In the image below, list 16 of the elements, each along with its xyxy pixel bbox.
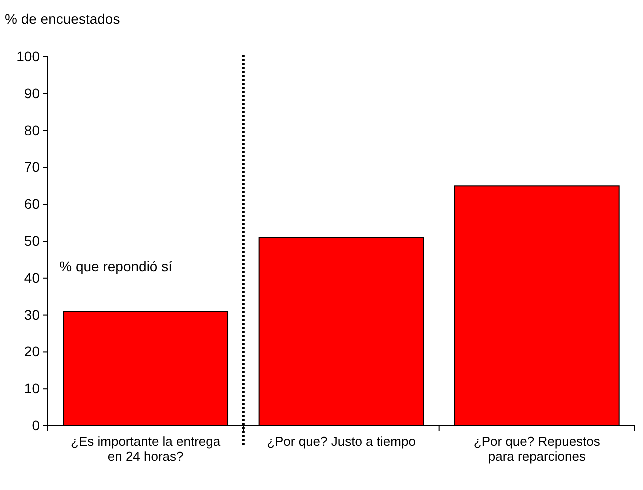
y-axis-title: % de encuestados (5, 11, 120, 27)
y-tick-label: 10 (24, 380, 40, 397)
y-tick-label: 50 (24, 232, 40, 249)
x-tick-label: ¿Por que? Repuestos para reparciones (474, 434, 601, 464)
y-tick-label: 0 (32, 417, 40, 434)
y-tick-label: 20 (24, 344, 40, 360)
y-tick-label: 70 (24, 159, 40, 176)
y-tick-label: 80 (24, 122, 40, 138)
y-tick-label: 30 (24, 306, 40, 323)
y-tick-label: 40 (24, 270, 40, 286)
y-tick-label: 60 (24, 196, 40, 212)
y-tick-label: 100 (16, 48, 40, 64)
y-tick-label: 90 (24, 85, 40, 102)
x-tick-label: ¿Por que? Justo a tiempo (267, 434, 416, 449)
x-tick-label: ¿Es importante la entrega en 24 horas? (71, 434, 222, 464)
annotation: % que repondió sí (60, 258, 173, 275)
